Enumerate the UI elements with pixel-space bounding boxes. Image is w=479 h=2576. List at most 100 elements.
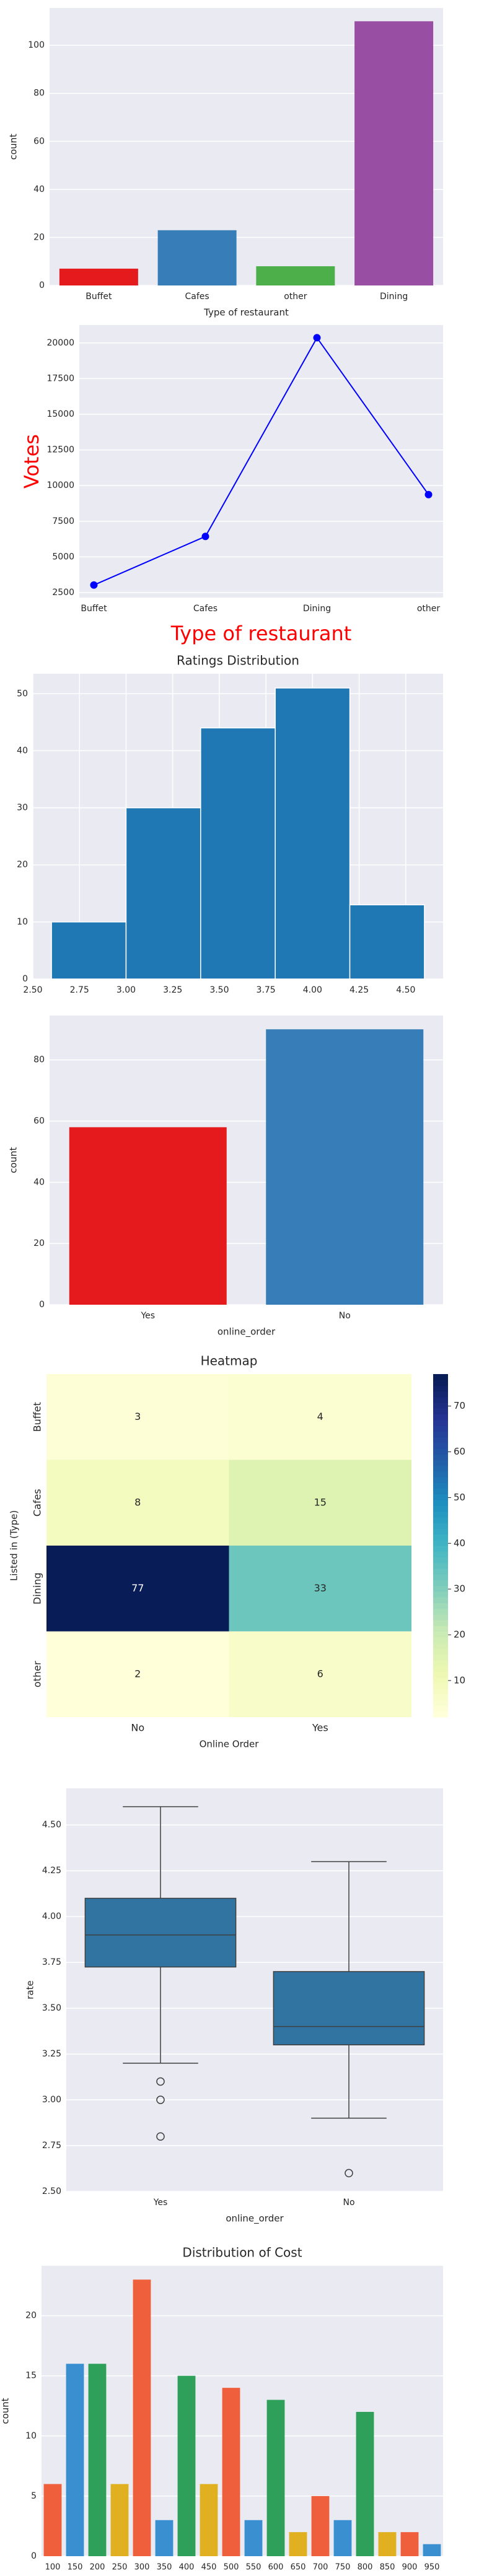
bar [400, 2532, 419, 2556]
x-tick-label: No [339, 1311, 351, 1321]
colorbar-segment [433, 1465, 448, 1472]
cell-label: 33 [314, 1582, 327, 1594]
x-tick-label: 3.25 [163, 985, 182, 995]
x-axis-label: Online Order [200, 1739, 260, 1750]
x-tick-label: 150 [68, 2563, 83, 2572]
colorbar-segment [433, 1425, 448, 1432]
y-tick-label: 50 [17, 689, 28, 698]
x-tick-label: 350 [157, 2563, 172, 2572]
y-axis-label: count [8, 1147, 19, 1173]
bar [69, 1127, 227, 1305]
x-tick-label: 950 [424, 2563, 440, 2572]
bar [266, 2400, 285, 2556]
colorbar-segment [433, 1682, 448, 1689]
colorbar-segment [433, 1380, 448, 1386]
y-axis-label: Listed in (Type) [9, 1510, 20, 1581]
bar [155, 2520, 174, 2556]
y-tick-label: 20 [17, 860, 28, 870]
colorbar-segment [433, 1580, 448, 1586]
histogram-bar [125, 807, 201, 980]
heat-cell [46, 1631, 229, 1717]
y-tick-label: 4.25 [42, 1866, 61, 1876]
cell-label: 6 [317, 1668, 323, 1679]
y-tick-label: 60 [33, 136, 45, 146]
y-tick-label: 20 [33, 1238, 45, 1248]
y-tick-label: 10 [17, 917, 28, 927]
y-tick-label: 3.50 [42, 2003, 61, 2013]
colorbar-segment [433, 1403, 448, 1409]
colorbar-tick-label: 50 [454, 1492, 465, 1503]
colorbar-segment [433, 1488, 448, 1495]
x-tick-label: 3.00 [116, 985, 136, 995]
y-tick-label: 20 [33, 232, 45, 242]
plot-background [42, 2266, 443, 2556]
plot-background [79, 325, 443, 598]
bar [354, 21, 434, 285]
y-tick-label: 20000 [46, 338, 74, 348]
box [84, 1897, 237, 1968]
colorbar-segment [433, 1551, 448, 1558]
bar [289, 2532, 307, 2556]
bar [66, 2364, 84, 2556]
histogram-bar [349, 904, 425, 980]
colorbar-segment [433, 1591, 448, 1598]
bar [43, 2484, 62, 2556]
colorbar-segment [433, 1477, 448, 1484]
colorbar-segment [433, 1574, 448, 1580]
x-tick-label: 3.50 [209, 985, 229, 995]
colorbar-segment [433, 1557, 448, 1564]
colorbar-segment [433, 1511, 448, 1518]
colorbar-segment [433, 1660, 448, 1666]
y-tick-label: 100 [28, 40, 45, 50]
colorbar-segment [433, 1654, 448, 1661]
histogram-bar [200, 727, 276, 980]
colorbar-segment [433, 1671, 448, 1677]
point [313, 334, 321, 342]
bar [311, 2496, 330, 2556]
colorbar-segment [433, 1562, 448, 1569]
row-label: Cafes [32, 1489, 43, 1516]
x-tick-label: Cafes [185, 292, 209, 302]
colorbar-segment [433, 1608, 448, 1615]
colorbar-segment [433, 1471, 448, 1477]
heat-cell [229, 1631, 411, 1717]
colorbar-segment [433, 1431, 448, 1438]
y-tick-label: 40 [33, 1177, 45, 1187]
colorbar-segment [433, 1396, 448, 1403]
x-tick-label: 100 [45, 2563, 61, 2572]
colorbar-segment [433, 1705, 448, 1712]
x-tick-label: 550 [246, 2563, 261, 2572]
colorbar-segment [433, 1620, 448, 1626]
cell-label: 4 [317, 1411, 323, 1422]
colorbar-segment [433, 1603, 448, 1609]
x-tick-label: 300 [134, 2563, 150, 2572]
bar [333, 2520, 352, 2556]
colorbar-segment [433, 1665, 448, 1672]
x-tick-label: 800 [358, 2563, 373, 2572]
colorbar-segment [433, 1437, 448, 1443]
x-tick-label: 900 [402, 2563, 418, 2572]
y-tick-label: 4.50 [42, 1820, 61, 1830]
colorbar-segment [433, 1688, 448, 1695]
cell-label: 8 [134, 1496, 141, 1508]
cell-label: 2 [134, 1668, 141, 1679]
y-tick-label: 3.75 [42, 1957, 61, 1967]
x-tick-label: other [417, 604, 441, 614]
y-tick-label: 15 [25, 2371, 37, 2381]
bar [157, 230, 237, 285]
colorbar-tick-label: 10 [454, 1674, 465, 1686]
x-tick-label: 4.00 [303, 985, 322, 995]
colorbar-segment [433, 1711, 448, 1718]
y-tick-label: 2500 [52, 588, 74, 598]
x-tick-label: Cafes [193, 604, 218, 614]
colorbar-tick-label: 40 [454, 1538, 465, 1549]
bar [256, 266, 335, 285]
colorbar-tick-label: 20 [454, 1629, 465, 1640]
y-tick-label: 40 [33, 185, 45, 194]
x-axis-label: online_order [218, 1326, 276, 1338]
colorbar-segment [433, 1523, 448, 1529]
y-axis-label: rate [25, 1980, 36, 1999]
x-tick-label: 650 [291, 2563, 306, 2572]
colorbar-segment [433, 1448, 448, 1455]
